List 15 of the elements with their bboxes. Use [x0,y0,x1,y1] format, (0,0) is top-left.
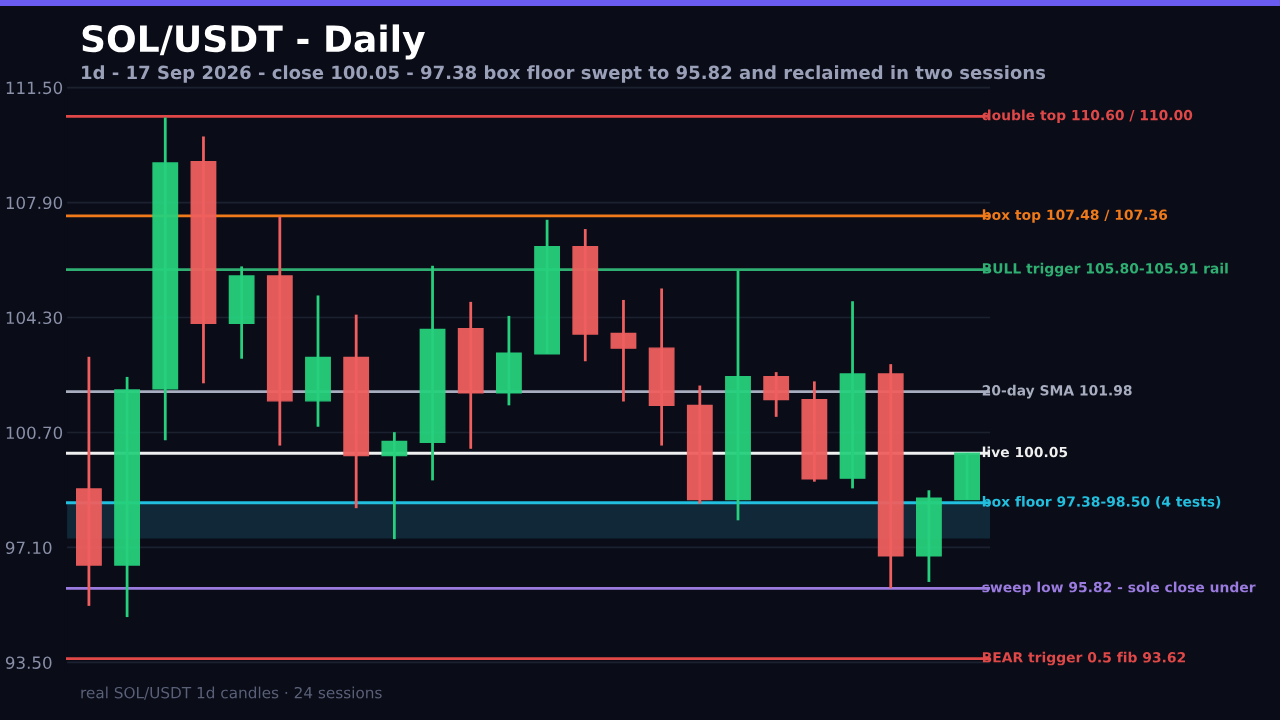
candlestick [381,430,408,541]
chart-title: SOL/USDT - Daily [82,24,425,60]
candlestick [954,451,981,501]
candlestick [763,370,790,419]
candlestick [495,314,522,407]
y-tick-label: 100.70 [6,426,63,440]
chart-subtitle: 1d - 17 Sep 2026 - close 100.05 - 97.38 box floor swept to 95.82 and reclaimed in two sessions [82,65,1046,83]
y-tick-label: 93.50 [5,656,52,669]
candlestick [228,265,255,361]
candlestick [610,298,637,403]
y-tick-label: 107.90 [6,196,63,210]
y-tick-label: 97.10 [5,541,52,555]
y-tick-label: 111.50 [6,81,63,95]
y-tick-label: 104.30 [6,311,63,325]
candlestick [305,294,331,429]
